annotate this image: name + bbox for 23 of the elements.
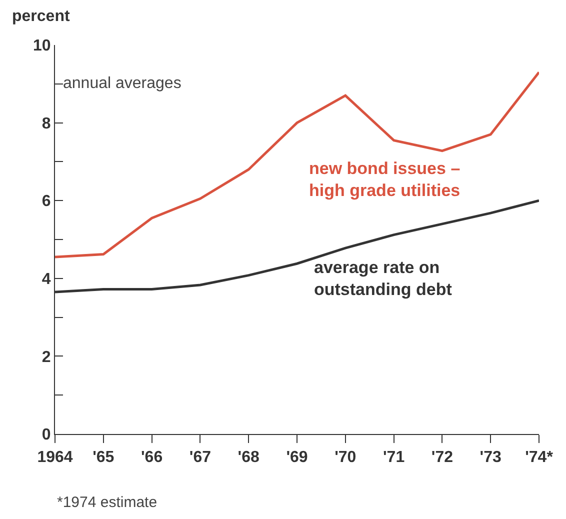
- x-tick-label: '74*: [525, 449, 554, 466]
- y-tick-label: 4: [42, 271, 51, 288]
- x-tick-label: '65: [92, 449, 114, 466]
- x-tick-label: '71: [382, 449, 405, 466]
- x-tick-label: '72: [431, 449, 454, 466]
- line-series: [55, 70, 539, 258]
- y-tick-label: 6: [42, 193, 51, 210]
- y-tick-label: 10: [33, 38, 51, 55]
- x-tick-label: '69: [286, 449, 308, 466]
- x-tick-label: '68: [238, 449, 260, 466]
- y-tick-label: 2: [42, 348, 51, 366]
- x-tick-label: '70: [334, 449, 356, 466]
- x-tick-label: 1964: [37, 449, 73, 466]
- annotation: annual averages: [63, 75, 182, 92]
- y-tick-label: 0: [42, 426, 51, 444]
- series-label: average rate on outstanding debt: [314, 258, 452, 300]
- text: *1974 estimate: [57, 494, 158, 511]
- x-tick-label: '73: [480, 449, 502, 466]
- series-label: new bond issues – high grade utilities: [309, 159, 460, 200]
- x-tick-label: '67: [189, 449, 212, 466]
- y-tick-label: 8: [42, 115, 51, 132]
- y-axis-title: percent: [12, 8, 70, 25]
- x-tick-label: '66: [140, 449, 163, 466]
